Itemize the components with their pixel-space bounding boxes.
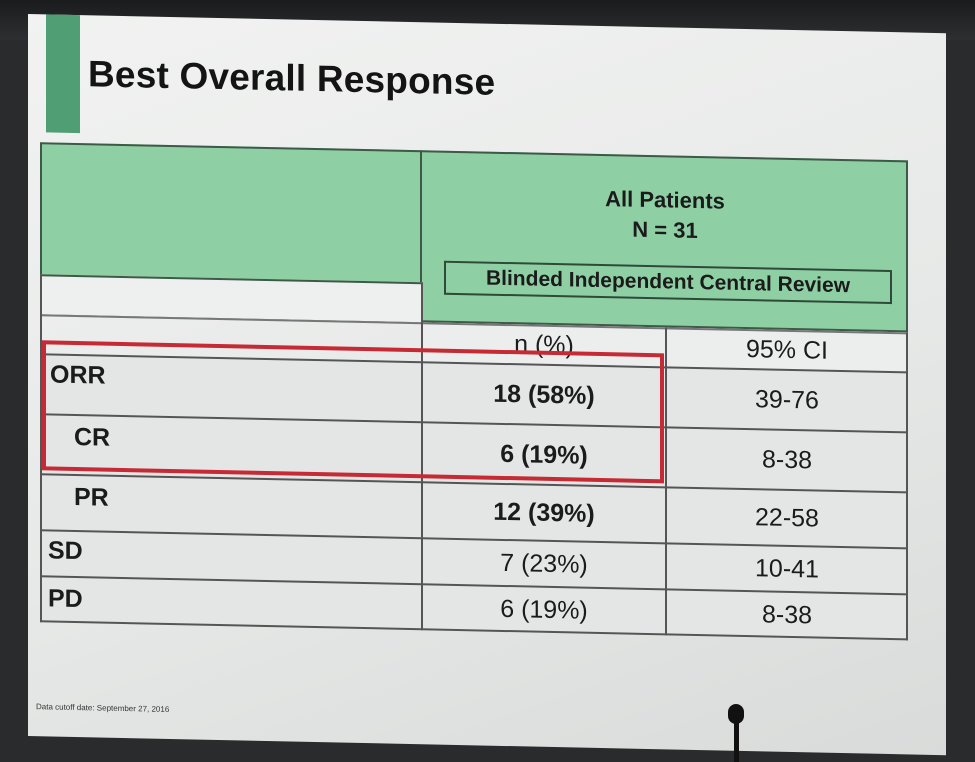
- row-label-pd: PD: [48, 584, 83, 614]
- grid-line: [665, 327, 667, 636]
- data-cutoff-footnote: Data cutoff date: September 27, 2016: [36, 702, 170, 714]
- cell-pr-n: 12 (39%): [493, 497, 595, 528]
- row-label-orr: ORR: [50, 360, 106, 390]
- row-label-sd: SD: [48, 536, 83, 566]
- cell-orr-ci: 39-76: [755, 384, 819, 415]
- cell-cr-n: 6 (19%): [500, 439, 588, 470]
- response-table: All Patients N = 31 Blinded Independent …: [40, 142, 908, 641]
- grid-line: [421, 282, 423, 631]
- presentation-slide: Best Overall Response All Patients N = 3…: [28, 14, 946, 756]
- col-header-n: n (%): [422, 322, 666, 368]
- cell-pd-ci: 8-38: [761, 599, 813, 629]
- grid-line: [906, 332, 908, 641]
- slide-title: Best Overall Response: [88, 53, 496, 103]
- cell-orr-n: 18 (58%): [493, 379, 595, 410]
- col-header-ci: 95% CI: [666, 327, 908, 373]
- row-label-pr: PR: [74, 482, 109, 512]
- all-patients-header: All Patients N = 31: [422, 180, 908, 250]
- cell-cr-ci: 8-38: [761, 444, 813, 474]
- row-label-cr: CR: [74, 422, 111, 452]
- cell-pr-ci: 22-58: [755, 502, 819, 533]
- cell-sd-ci: 10-41: [755, 553, 819, 584]
- slide-accent-bar: [46, 14, 80, 134]
- cell-sd-n: 7 (23%): [500, 548, 588, 579]
- header-empty-cell: [40, 142, 422, 283]
- microphone-silhouette: [726, 704, 746, 762]
- cell-pd-n: 6 (19%): [500, 594, 588, 625]
- grid-line: [40, 274, 42, 623]
